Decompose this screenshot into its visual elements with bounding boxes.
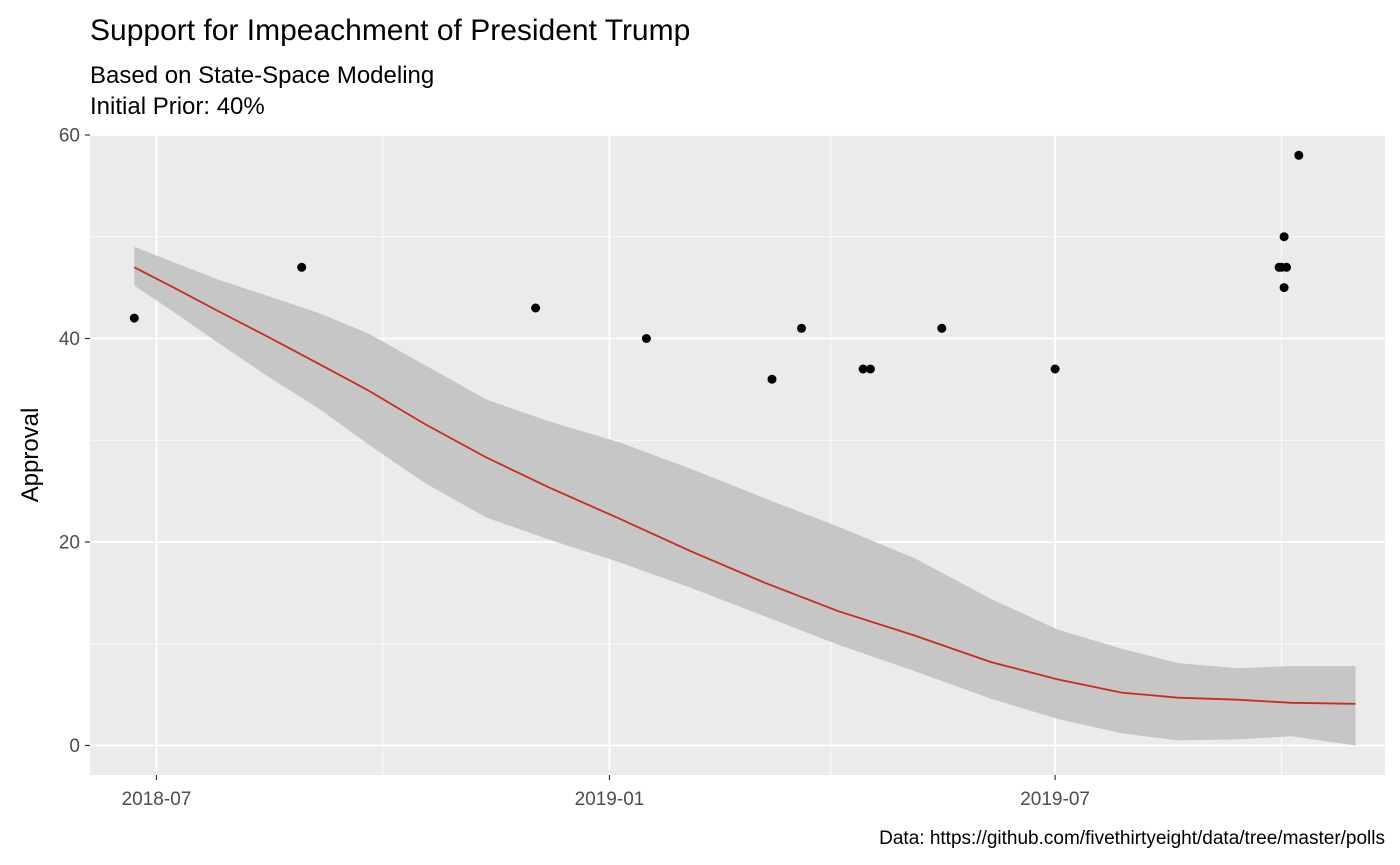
estimate-line (133, 266, 1356, 705)
poll-point (797, 323, 806, 333)
confidence-band (134, 246, 1356, 746)
x-tick-label: 2018-07 (122, 789, 192, 810)
data-marks (129, 150, 1356, 746)
y-tick-label: 60 (59, 126, 80, 147)
poll-point (531, 303, 541, 313)
axis-ticks (85, 134, 1056, 780)
poll-point (1282, 262, 1291, 272)
poll-point (129, 313, 139, 323)
tick-labels: 0 20 40 60 2018-07 2019-01 2019-07 (59, 126, 1090, 811)
y-tick-label: 40 (59, 329, 80, 350)
y-tick-label: 0 (69, 736, 80, 757)
poll-point (767, 374, 777, 384)
chart-subtitle-line-2: Initial Prior: 40% (90, 93, 265, 120)
x-tick-label: 2019-01 (575, 789, 645, 810)
poll-point (1279, 232, 1289, 242)
y-tick-label: 20 (59, 532, 80, 553)
poll-point (1294, 150, 1304, 160)
y-axis-title: Approval (17, 408, 44, 503)
poll-point (858, 364, 868, 374)
poll-point (641, 334, 651, 343)
poll-point (297, 262, 307, 272)
poll-point (865, 364, 875, 374)
chart-caption: Data: https://github.com/fivethirtyeight… (879, 828, 1385, 849)
chart-title: Support for Impeachment of President Tru… (90, 14, 690, 47)
chart-subtitle-line-1: Based on State-Space Modeling (90, 62, 434, 89)
poll-point (937, 323, 947, 333)
poll-point (1279, 283, 1289, 293)
poll-point (1050, 364, 1060, 374)
x-tick-label: 2019-07 (1020, 789, 1090, 810)
